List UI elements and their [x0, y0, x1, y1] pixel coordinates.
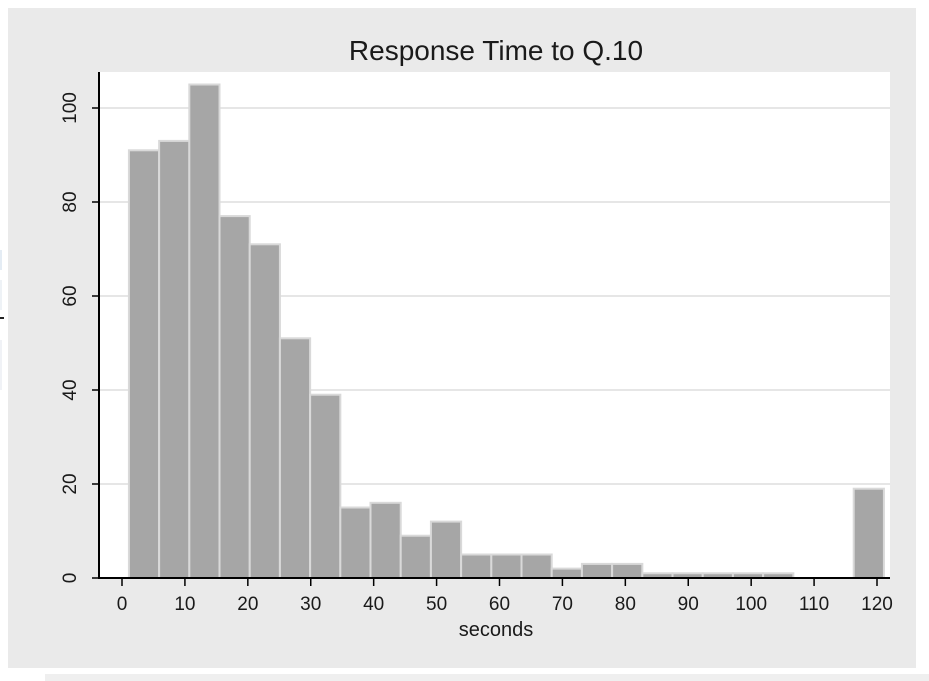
- histogram-bar: [158, 139, 191, 579]
- histogram-bar: [218, 215, 251, 579]
- histogram-bar: [278, 337, 312, 579]
- histogram-bar: [460, 553, 493, 579]
- histogram-bar: [611, 562, 644, 580]
- y-tick-label: 100: [60, 92, 81, 124]
- histogram-bar: [520, 553, 553, 579]
- x-tick-label: 120: [861, 594, 893, 615]
- y-tick-label: 0: [60, 573, 81, 584]
- y-tick-label: 20: [60, 473, 81, 494]
- histogram-bar: [369, 501, 402, 579]
- x-tick-label: 90: [678, 594, 699, 615]
- y-tick-label: 60: [60, 285, 81, 306]
- x-tick-label: 110: [799, 594, 829, 615]
- x-tick-label: 40: [363, 594, 384, 615]
- histogram-bar: [580, 562, 614, 580]
- histogram-bar: [399, 534, 432, 580]
- histogram-bar: [490, 553, 523, 579]
- lower-panel-strip: [45, 674, 929, 681]
- x-tick-label: 20: [237, 594, 258, 615]
- histogram-bar: [309, 393, 342, 580]
- left-edge-marks: [0, 250, 4, 390]
- chart-title: Response Time to Q.10: [349, 35, 643, 66]
- histogram-bar: [188, 83, 221, 579]
- histogram-bar: [429, 520, 463, 579]
- x-tick-label: 0: [117, 594, 128, 615]
- y-tick-label: 80: [60, 191, 81, 212]
- y-tick-label: 40: [60, 379, 81, 400]
- x-tick-label: 100: [735, 594, 767, 615]
- x-tick-label: 30: [300, 594, 321, 615]
- histogram-bar: [127, 149, 161, 580]
- histogram-bar: [339, 506, 372, 579]
- histogram-bar: [550, 567, 583, 579]
- x-axis-label: seconds: [459, 619, 534, 641]
- x-tick-label: 60: [489, 594, 510, 615]
- bars: [127, 83, 885, 580]
- x-axis-ticks: 0 10 20 30 40 50 60 70 80 90 100 110 120: [117, 578, 893, 615]
- x-tick-label: 10: [174, 594, 195, 615]
- histogram-bar: [852, 487, 885, 580]
- y-axis-ticks: 0 20 40 60 80 100: [60, 92, 99, 583]
- x-tick-label: 70: [552, 594, 573, 615]
- x-tick-label: 80: [615, 594, 636, 615]
- x-tick-label: 50: [426, 594, 447, 615]
- histogram-bar: [248, 243, 281, 580]
